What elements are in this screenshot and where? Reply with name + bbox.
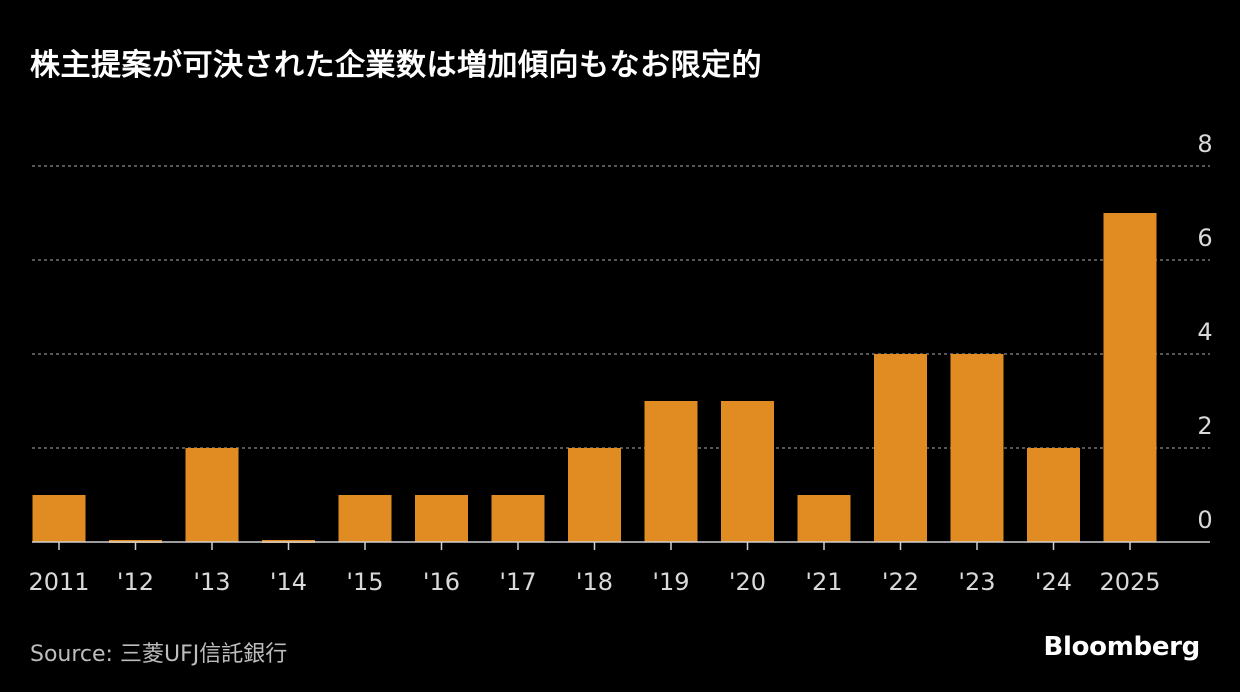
x-tick-label: '13 xyxy=(193,568,230,596)
y-tick-label: 8 xyxy=(1197,130,1212,158)
x-tick-label: '20 xyxy=(729,568,766,596)
x-axis xyxy=(32,541,1210,550)
x-tick-label: '22 xyxy=(882,568,919,596)
bar-19 xyxy=(644,401,698,542)
gridlines xyxy=(32,165,1210,449)
x-tick-label: '12 xyxy=(117,568,154,596)
bar-22 xyxy=(874,354,927,542)
x-tick-label: '24 xyxy=(1035,568,1072,596)
bar-15 xyxy=(338,495,392,542)
bar-17 xyxy=(491,495,545,542)
bar-23 xyxy=(950,354,1004,542)
bloomberg-logo: Bloomberg xyxy=(1043,632,1200,662)
bar-24 xyxy=(1027,448,1080,542)
x-axis-labels: 2011 '12 '13 '14 '15 '16 '17 '18 '19 '20 '21 '22 '23… xyxy=(28,568,1160,596)
source-note: Source: 三菱UFJ信託銀行 xyxy=(30,642,288,667)
x-tick-label: 2011 xyxy=(28,568,89,596)
x-tick-label: '15 xyxy=(346,568,383,596)
y-tick-label: 0 xyxy=(1197,506,1212,534)
x-tick-label: '14 xyxy=(270,568,307,596)
x-tick-label: 2025 xyxy=(1099,568,1160,596)
x-tick-label: '17 xyxy=(499,568,536,596)
bar-18 xyxy=(568,448,621,542)
chart-title: 株主提案が可決された企業数は増加傾向もなお限定的 xyxy=(30,48,762,83)
bars xyxy=(32,213,1157,543)
bar-21 xyxy=(797,495,851,542)
x-tick-label: '23 xyxy=(958,568,995,596)
bar-16 xyxy=(415,495,468,542)
bar-2025 xyxy=(1103,213,1157,542)
bar-2011 xyxy=(32,495,86,542)
bar-13 xyxy=(185,448,239,542)
y-tick-label: 4 xyxy=(1197,318,1212,346)
x-tick-label: '21 xyxy=(805,568,842,596)
x-tick-label: '19 xyxy=(652,568,689,596)
x-tick-label: '16 xyxy=(423,568,460,596)
y-axis-labels: 0 2 4 6 8 xyxy=(1197,130,1212,534)
bar-20 xyxy=(721,401,774,542)
y-tick-label: 2 xyxy=(1197,412,1212,440)
y-tick-label: 6 xyxy=(1197,224,1212,252)
x-tick-label: '18 xyxy=(576,568,613,596)
